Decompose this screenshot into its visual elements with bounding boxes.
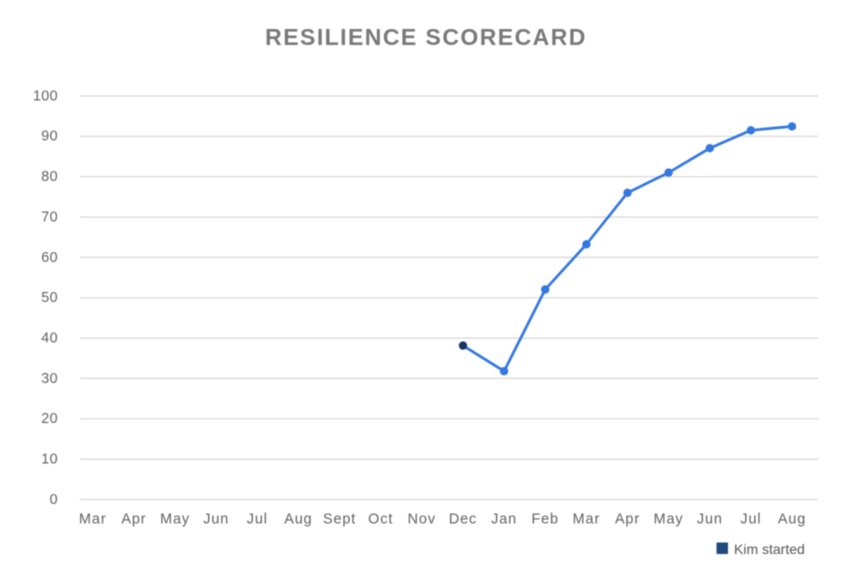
svg-text:Kim started: Kim started xyxy=(734,541,805,557)
svg-text:60: 60 xyxy=(41,250,58,266)
svg-text:Apr: Apr xyxy=(615,512,640,528)
svg-text:40: 40 xyxy=(41,331,58,347)
svg-text:Aug: Aug xyxy=(284,512,312,528)
svg-text:May: May xyxy=(160,512,190,528)
svg-text:Mar: Mar xyxy=(79,512,106,528)
svg-text:80: 80 xyxy=(41,169,58,185)
svg-text:50: 50 xyxy=(41,290,58,306)
svg-text:100: 100 xyxy=(33,88,58,104)
svg-text:Jun: Jun xyxy=(697,512,723,528)
svg-text:Feb: Feb xyxy=(531,512,559,528)
svg-text:90: 90 xyxy=(41,129,58,145)
svg-text:Sept: Sept xyxy=(323,512,356,528)
svg-text:Aug: Aug xyxy=(778,512,806,528)
svg-text:20: 20 xyxy=(41,411,58,427)
svg-text:Mar: Mar xyxy=(573,512,600,528)
svg-text:Dec: Dec xyxy=(449,512,477,528)
svg-text:10: 10 xyxy=(41,452,58,468)
svg-text:Nov: Nov xyxy=(408,512,436,528)
svg-text:30: 30 xyxy=(41,371,58,387)
svg-text:Jun: Jun xyxy=(203,512,229,528)
svg-text:0: 0 xyxy=(50,492,58,508)
svg-text:Jul: Jul xyxy=(740,512,761,528)
svg-text:Apr: Apr xyxy=(121,512,146,528)
svg-text:Jul: Jul xyxy=(247,512,268,528)
svg-text:70: 70 xyxy=(41,210,58,226)
svg-text:Jan: Jan xyxy=(491,512,517,528)
svg-text:Oct: Oct xyxy=(368,512,393,528)
svg-text:May: May xyxy=(654,512,684,528)
